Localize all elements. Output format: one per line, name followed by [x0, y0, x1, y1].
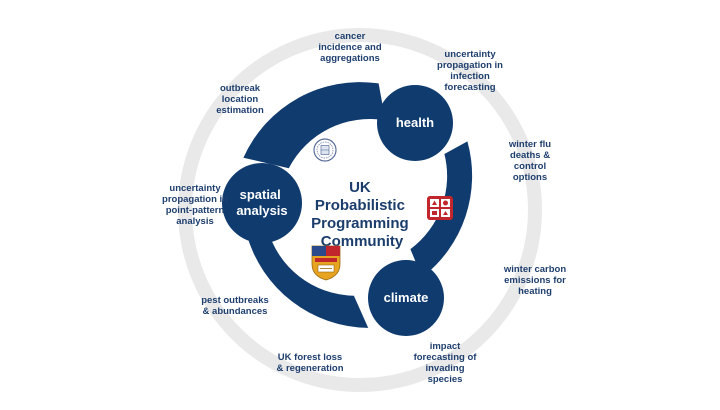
- node-label-spatial-line-1: spatial: [240, 187, 281, 202]
- arc-climate-to-spatial: [246, 227, 369, 328]
- node-label-spatial: spatial analysis: [236, 187, 287, 218]
- node-spatial-analysis[interactable]: [222, 163, 302, 243]
- center-title: UK Probabilistic Programming Community: [311, 179, 413, 250]
- research-crest-logo: [427, 196, 453, 220]
- arc-spatial-to-health: [243, 82, 386, 169]
- app-label-forest: UK forest loss & regeneration: [276, 352, 344, 374]
- node-health[interactable]: [377, 85, 453, 161]
- university-seal-logo: [313, 138, 337, 162]
- app-label-point-pattern: uncertainty propagation in point-pattern…: [162, 183, 228, 227]
- app-label-outbreak: outbreak location estimation: [216, 83, 264, 116]
- college-shield-logo: [311, 245, 341, 281]
- app-label-pest: pest outbreaks & abundances: [201, 295, 269, 317]
- outer-ring: [178, 28, 542, 392]
- center-title-line-3: Programming: [311, 215, 409, 232]
- app-label-invasive: impact forecasting of invading species: [413, 341, 477, 385]
- center-title-line-1: UK: [349, 179, 371, 196]
- node-label-climate: climate: [384, 290, 429, 305]
- node-label-health: health: [396, 115, 434, 130]
- app-label-flu: winter flu deaths & control options: [508, 139, 552, 183]
- app-label-infection: uncertainty propagation in infection for…: [437, 49, 503, 93]
- center-title-line-2: Probabilistic: [315, 197, 405, 214]
- app-label-cancer: cancer incidence and aggregations: [318, 31, 382, 64]
- node-label-spatial-line-2: analysis: [236, 203, 287, 218]
- app-label-carbon: winter carbon emissions for heating: [503, 264, 567, 297]
- center-title-line-4: Community: [321, 233, 404, 250]
- node-climate[interactable]: [368, 260, 444, 336]
